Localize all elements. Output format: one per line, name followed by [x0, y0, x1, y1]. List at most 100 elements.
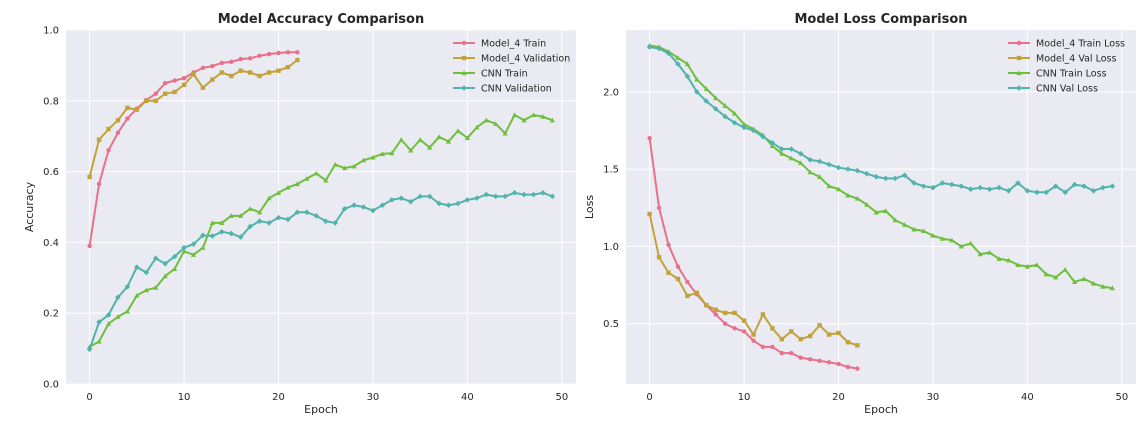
accuracy-data-point-model-4-validation — [191, 72, 196, 77]
loss-data-point-cnn-train-loss — [911, 226, 917, 232]
accuracy-data-point-cnn-train — [313, 170, 319, 176]
loss-data-point-model-4-train-loss — [685, 279, 690, 285]
loss-x-tick-label: 50 — [1115, 392, 1128, 403]
loss-data-point-cnn-train-loss — [1062, 267, 1068, 272]
loss-data-point-model-4-train-loss — [675, 264, 681, 269]
loss-data-point-model-4-train-loss — [713, 312, 718, 317]
accuracy-data-point-cnn-train — [502, 130, 508, 136]
loss-data-point-cnn-train-loss — [779, 151, 785, 156]
loss-series — [646, 42, 1116, 371]
accuracy-data-point-cnn-validation — [209, 233, 216, 239]
loss-data-point-cnn-train-loss — [1100, 284, 1106, 289]
accuracy-data-point-model-4-train — [125, 116, 130, 121]
loss-data-point-model-4-train-loss — [789, 350, 794, 356]
loss-data-point-cnn-val-loss — [864, 170, 870, 177]
loss-data-point-model-4-val-loss — [845, 340, 851, 345]
loss-data-point-cnn-train-loss — [968, 240, 974, 246]
loss-data-point-cnn-val-loss — [996, 184, 1002, 191]
loss-data-point-model-4-train-loss — [722, 321, 728, 326]
accuracy-data-point-model-4-validation — [87, 174, 92, 180]
accuracy-data-point-cnn-train — [474, 124, 480, 130]
loss-data-point-cnn-train-loss — [1034, 262, 1040, 268]
loss-data-point-cnn-val-loss — [920, 183, 927, 189]
accuracy-chart: 0 10 20 30 40 50 0.0 0.2 0.4 0.6 0.8 1.0 Model Accu… — [23, 12, 576, 416]
accuracy-data-point-cnn-train — [417, 137, 423, 142]
loss-data-point-cnn-val-loss — [816, 158, 823, 165]
loss-x-tick-label: 40 — [1021, 392, 1034, 403]
loss-data-point-model-4-train-loss — [807, 357, 813, 362]
loss-data-point-cnn-train-loss — [854, 195, 860, 201]
accuracy-data-point-cnn-validation — [200, 232, 206, 239]
loss-data-point-cnn-train-loss — [769, 143, 775, 149]
loss-x-tick-label: 30 — [927, 392, 940, 403]
accuracy-chart-title: Model Accuracy Comparison — [218, 12, 424, 27]
accuracy-data-point-model-4-train — [285, 50, 291, 55]
accuracy-data-point-cnn-validation — [256, 218, 263, 224]
accuracy-data-point-model-4-train — [172, 78, 177, 83]
loss-data-point-cnn-val-loss — [779, 146, 785, 152]
accuracy-data-point-model-4-validation — [276, 68, 281, 73]
accuracy-data-point-cnn-train — [105, 321, 112, 326]
accuracy-data-point-cnn-train — [549, 117, 555, 123]
loss-data-point-cnn-train-loss — [864, 202, 870, 207]
loss-data-point-model-4-train-loss — [760, 344, 766, 350]
accuracy-data-point-cnn-train — [172, 266, 178, 272]
accuracy-data-point-model-4-train — [295, 50, 300, 55]
loss-data-point-model-4-train-loss — [836, 361, 841, 367]
loss-data-point-cnn-val-loss — [977, 184, 983, 191]
accuracy-data-point-model-4-validation — [210, 77, 215, 82]
accuracy-data-point-cnn-train — [521, 117, 527, 123]
loss-data-point-cnn-train-loss — [892, 217, 898, 223]
accuracy-data-point-cnn-validation — [455, 200, 461, 207]
loss-data-point-model-4-val-loss — [741, 318, 747, 323]
accuracy-data-point-cnn-train — [219, 220, 225, 226]
accuracy-data-point-cnn-validation — [219, 228, 225, 235]
accuracy-data-point-cnn-validation — [228, 230, 235, 237]
accuracy-data-point-cnn-validation — [341, 205, 348, 212]
loss-axes: 0 10 20 30 40 50 0.5 1.0 1.5 2.0 — [603, 87, 1128, 403]
loss-data-point-cnn-val-loss — [703, 98, 710, 104]
loss-chart: 0 10 20 30 40 50 0.5 1.0 1.5 2.0 Model Loss Compa… — [583, 12, 1136, 416]
loss-data-point-cnn-val-loss — [986, 186, 993, 193]
accuracy-x-tick-label: 0 — [86, 392, 92, 403]
accuracy-data-point-model-4-train — [276, 50, 281, 56]
accuracy-data-point-model-4-train — [153, 91, 158, 96]
accuracy-y-tick-label: 0.2 — [43, 309, 59, 320]
accuracy-legend-marker-cnn-validation — [461, 85, 467, 91]
loss-data-point-model-4-val-loss — [770, 326, 775, 331]
loss-data-point-model-4-train-loss — [732, 326, 737, 331]
loss-plot-area — [626, 30, 1136, 384]
loss-data-point-cnn-val-loss — [694, 89, 700, 95]
accuracy-data-point-cnn-validation — [511, 190, 518, 196]
accuracy-data-point-cnn-train — [134, 292, 140, 298]
loss-legend-marker-model-4-val-loss — [1016, 55, 1022, 61]
loss-data-point-cnn-train-loss — [798, 160, 804, 166]
accuracy-data-point-cnn-validation — [417, 193, 423, 200]
accuracy-legend-label: Model_4 Train — [481, 39, 546, 50]
loss-data-point-model-4-val-loss — [855, 343, 860, 348]
loss-legend-marker-cnn-val-loss — [1016, 85, 1022, 91]
loss-data-point-model-4-val-loss — [732, 310, 737, 316]
accuracy-data-point-cnn-validation — [247, 223, 253, 230]
accuracy-data-point-cnn-validation — [190, 241, 197, 247]
accuracy-data-point-model-4-train — [106, 148, 111, 153]
accuracy-legend: Model_4 Train Model_4 Validation CNN Train… — [453, 39, 570, 95]
loss-data-point-cnn-train-loss — [807, 169, 813, 175]
loss-data-point-cnn-val-loss — [1024, 187, 1031, 194]
loss-data-point-cnn-val-loss — [901, 172, 908, 179]
accuracy-data-point-cnn-train — [445, 138, 452, 144]
loss-legend-marker-cnn-train-loss — [1016, 70, 1022, 76]
loss-data-point-cnn-val-loss — [845, 166, 851, 172]
loss-data-point-cnn-train-loss — [1043, 271, 1049, 277]
loss-data-point-cnn-val-loss — [722, 113, 728, 120]
accuracy-x-tick-label: 30 — [367, 392, 380, 403]
accuracy-data-point-cnn-validation — [294, 209, 301, 216]
accuracy-data-point-cnn-train — [238, 213, 244, 218]
accuracy-data-point-cnn-train — [351, 163, 357, 169]
accuracy-data-point-cnn-train — [493, 121, 499, 126]
accuracy-data-point-cnn-validation — [181, 244, 187, 251]
accuracy-data-point-cnn-validation — [266, 220, 272, 226]
loss-data-point-cnn-val-loss — [930, 184, 936, 191]
accuracy-data-point-model-4-validation — [106, 126, 111, 132]
accuracy-data-point-model-4-train — [200, 65, 206, 71]
